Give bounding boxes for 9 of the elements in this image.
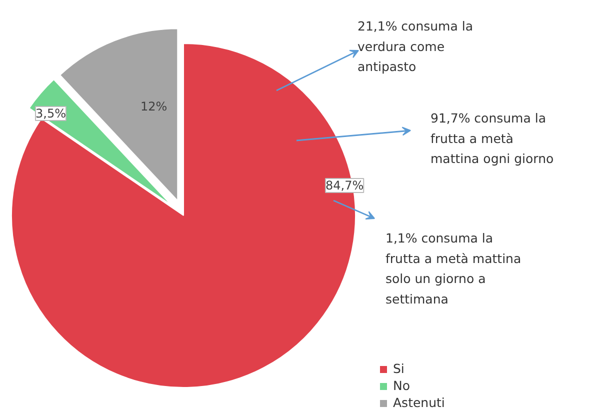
- text: 1,1% consuma la frutta a metà mattina solo un giorno a settimana: [386, 230, 522, 306]
- data-label: 12%: [140, 100, 168, 114]
- data-label: 84,7%: [326, 178, 364, 192]
- data-label: 3,5%: [36, 106, 66, 120]
- text: 91,7% consuma la frutta a metà mattina ogni giorno: [430, 110, 554, 166]
- legend-label: Astenuti: [393, 395, 445, 410]
- text: 21,1% consuma la verdura come antipasto: [358, 18, 474, 74]
- legend-label: No: [393, 378, 411, 393]
- legend-label: Si: [393, 361, 406, 376]
